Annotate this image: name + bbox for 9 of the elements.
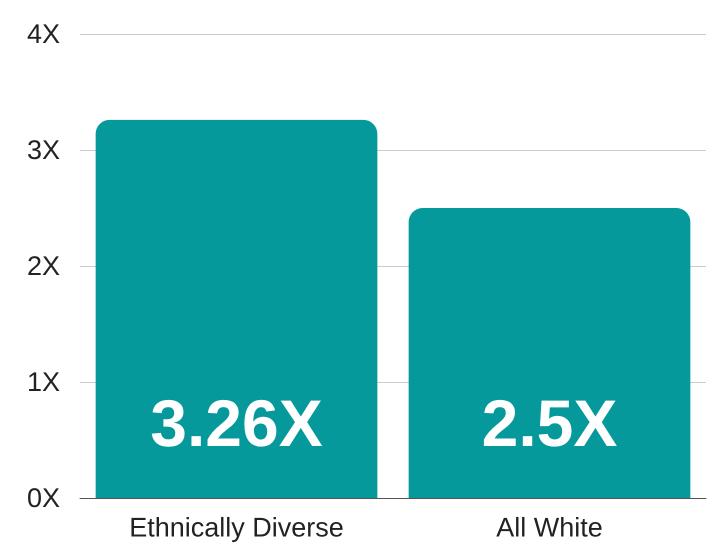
- x-tick-label: Ethnically Diverse: [129, 512, 344, 542]
- x-tick-label: All White: [496, 512, 603, 542]
- y-tick-label: 4X: [26, 19, 60, 49]
- y-tick-label: 0X: [26, 483, 60, 513]
- y-tick-label: 2X: [26, 251, 60, 281]
- y-tick-label: 1X: [26, 367, 60, 397]
- data-label: 3.26X: [150, 386, 323, 460]
- y-tick-label: 3X: [26, 135, 60, 165]
- data-label: 2.5X: [482, 386, 618, 460]
